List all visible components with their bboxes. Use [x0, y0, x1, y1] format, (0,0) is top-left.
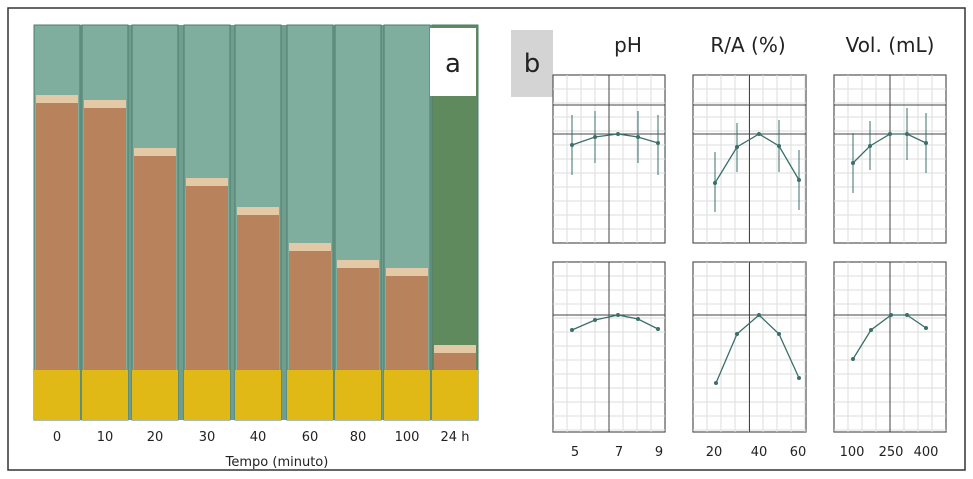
sediment: [186, 178, 228, 370]
point: [888, 132, 892, 136]
panel-label-box: [511, 30, 553, 97]
point: [713, 181, 717, 185]
factor-name: Vol. (mL): [846, 33, 935, 57]
sediment-top: [337, 260, 379, 268]
sediment: [386, 268, 428, 370]
point: [905, 313, 909, 317]
sediment: [134, 148, 176, 370]
tube-label: 0: [53, 430, 61, 445]
panel-label: a: [445, 49, 461, 79]
point: [714, 381, 718, 385]
sediment: [237, 207, 279, 370]
factor-tick: 20: [706, 445, 723, 460]
tube-labels: 0 10 20 30 40 60 80 100 24 h: [53, 430, 470, 445]
sediment: [289, 243, 331, 370]
point: [570, 143, 574, 147]
base: [184, 370, 230, 420]
sediment-top: [134, 148, 176, 156]
point: [797, 376, 801, 380]
base: [82, 370, 128, 420]
panel-label-box: [430, 28, 476, 96]
base: [132, 370, 178, 420]
factor-tick: 9: [655, 445, 663, 460]
point: [593, 135, 597, 139]
point: [868, 144, 872, 148]
sediment-top: [84, 100, 126, 108]
base: [384, 370, 430, 420]
sediment-top: [386, 268, 428, 276]
point: [757, 313, 761, 317]
tube-label: 24 h: [441, 430, 470, 445]
base: [235, 370, 281, 420]
point: [735, 145, 739, 149]
factor-tick: 7: [615, 445, 623, 460]
point: [924, 141, 928, 145]
tubes: [33, 24, 479, 421]
factor-tick: 100: [840, 445, 865, 460]
sediment-top: [434, 345, 476, 353]
point: [616, 132, 620, 136]
point: [636, 317, 640, 321]
base: [287, 370, 333, 420]
factor-tick: 250: [879, 445, 904, 460]
point: [924, 326, 928, 330]
tube-label: 100: [395, 430, 420, 445]
tube-label: 20: [147, 430, 164, 445]
sediment-top: [289, 243, 331, 251]
point: [656, 141, 660, 145]
base: [335, 370, 381, 420]
base: [432, 370, 478, 420]
sediment: [84, 100, 126, 370]
point: [636, 135, 640, 139]
point: [757, 132, 761, 136]
base: [34, 370, 80, 420]
panel-label: b: [524, 49, 541, 79]
point: [656, 327, 660, 331]
curves: [570, 108, 928, 385]
tube-label: 10: [97, 430, 114, 445]
factor-name: pH: [614, 33, 642, 57]
sediment-top: [186, 178, 228, 186]
point: [570, 328, 574, 332]
point: [616, 313, 620, 317]
factor-tick: 40: [751, 445, 768, 460]
tube-label: 30: [199, 430, 216, 445]
sediment: [337, 260, 379, 370]
sediment: [36, 95, 78, 370]
sediment-top: [36, 95, 78, 103]
tube-label: 60: [302, 430, 319, 445]
point: [851, 357, 855, 361]
x-axis-label: Tempo (minuto): [225, 455, 329, 470]
point: [777, 144, 781, 148]
point: [889, 313, 893, 317]
tube-label: 80: [350, 430, 367, 445]
point: [851, 161, 855, 165]
sediment-top: [237, 207, 279, 215]
factor-tick: 400: [914, 445, 939, 460]
point: [797, 178, 801, 182]
factor-tick: 5: [571, 445, 579, 460]
factor-name: R/A (%): [710, 33, 785, 57]
point: [777, 332, 781, 336]
point: [735, 332, 739, 336]
tube-label: 40: [250, 430, 267, 445]
factor-tick: 60: [790, 445, 807, 460]
point: [869, 328, 873, 332]
point: [593, 318, 597, 322]
point: [905, 132, 909, 136]
